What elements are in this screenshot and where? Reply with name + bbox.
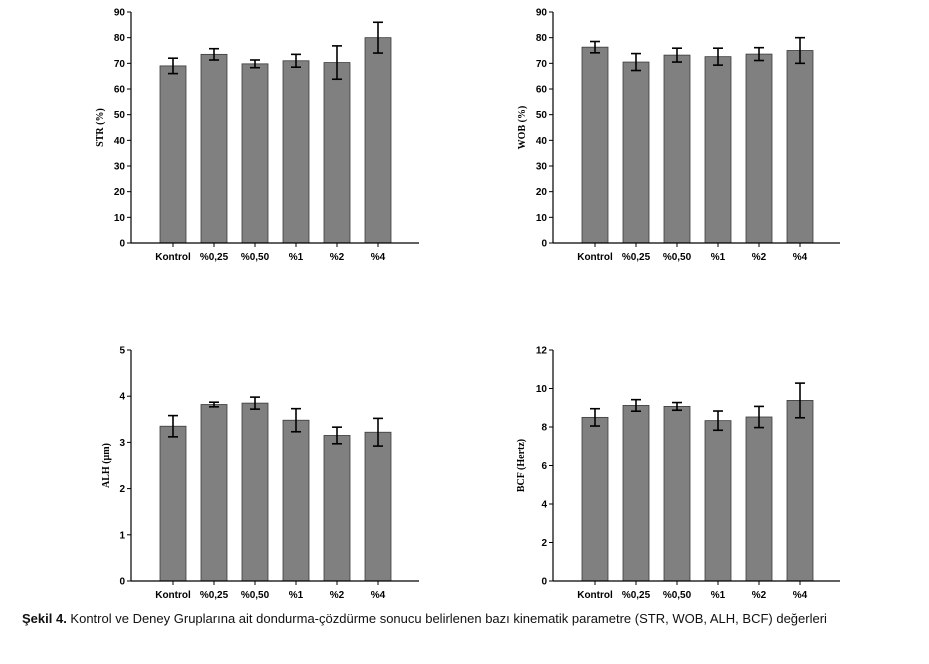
- x-tick-label: %1: [289, 252, 304, 263]
- y-tick-label: 90: [114, 8, 126, 19]
- bar: [200, 53, 228, 244]
- x-tick-label: %4: [371, 252, 386, 263]
- y-axis-title: ALH (µm): [101, 443, 112, 488]
- bar: [745, 416, 773, 582]
- x-tick-label: %0,50: [663, 252, 692, 263]
- x-tick-label: %0,50: [241, 252, 270, 263]
- x-tick-label: %0,25: [622, 590, 651, 601]
- bar: [663, 54, 691, 244]
- bar: [704, 56, 732, 244]
- bar: [241, 63, 269, 244]
- y-tick-label: 20: [536, 187, 548, 198]
- x-tick-label: Kontrol: [155, 590, 191, 601]
- bar: [159, 65, 187, 244]
- bar: [282, 419, 310, 582]
- bar: [745, 53, 773, 244]
- y-tick-label: 10: [536, 213, 548, 224]
- y-tick-label: 0: [119, 577, 125, 588]
- x-tick-label: %1: [711, 590, 726, 601]
- y-tick-label: 80: [536, 33, 548, 44]
- bar: [622, 61, 650, 244]
- bar: [786, 400, 814, 582]
- y-tick-label: 60: [114, 85, 126, 96]
- alh-chart: 0 1 2 3 4 5 Kontrol %0,25 %0,50 %1 %2 %4 ALH (µm): [101, 346, 419, 601]
- y-tick-label: 10: [114, 213, 126, 224]
- y-tick-label: 30: [114, 162, 126, 173]
- bar: [200, 404, 228, 582]
- y-axis-title: BCF (Hertz): [516, 439, 527, 492]
- x-tick-label: %4: [793, 252, 808, 263]
- y-tick-label: 0: [119, 239, 125, 250]
- bar: [364, 37, 392, 244]
- bar: [282, 60, 310, 244]
- x-tick-label: %2: [330, 252, 345, 263]
- y-tick-label: 2: [541, 538, 547, 549]
- bar: [323, 435, 351, 582]
- y-tick-label: 60: [536, 85, 548, 96]
- y-tick-label: 3: [119, 438, 125, 449]
- y-tick-label: 4: [541, 500, 547, 511]
- caption-text: Kontrol ve Deney Gruplarına ait dondurma…: [66, 611, 827, 626]
- y-tick-label: 50: [114, 110, 126, 121]
- bar: [323, 62, 351, 244]
- bar: [581, 46, 609, 244]
- y-tick-label: 5: [119, 346, 125, 357]
- x-tick-label: Kontrol: [155, 252, 191, 263]
- x-tick-label: Kontrol: [577, 252, 613, 263]
- bar: [241, 402, 269, 582]
- y-tick-label: 0: [541, 577, 547, 588]
- x-tick-label: %2: [752, 590, 767, 601]
- x-tick-label: %4: [371, 590, 386, 601]
- str-chart: 0 10 20 30 40 50 60 70 80 90 Kontrol %0,25 %0,50 %1 %2…: [95, 8, 419, 263]
- bar: [364, 431, 392, 582]
- x-tick-label: %1: [711, 252, 726, 263]
- caption-label: Şekil 4.: [22, 611, 67, 626]
- y-tick-label: 30: [536, 162, 548, 173]
- y-tick-label: 50: [536, 110, 548, 121]
- x-tick-label: %0,25: [200, 590, 229, 601]
- bcf-chart: 0 2 4 6 8 10 12 Kontrol %0,25 %0,50 %1 %2 %4 BCF (Her…: [516, 346, 840, 601]
- y-axis-title: STR (%): [95, 108, 106, 147]
- x-tick-label: %2: [752, 252, 767, 263]
- y-tick-label: 80: [114, 33, 126, 44]
- wob-chart: 0 10 20 30 40 50 60 70 80 90 Kontrol %0,25 %0,50 %1 %2…: [517, 8, 840, 263]
- y-tick-label: 20: [114, 187, 126, 198]
- x-tick-label: %0,25: [200, 252, 229, 263]
- y-tick-label: 8: [541, 423, 547, 434]
- y-tick-label: 2: [119, 484, 125, 495]
- x-tick-label: %1: [289, 590, 304, 601]
- y-tick-label: 90: [536, 8, 548, 19]
- x-tick-label: %0,50: [663, 590, 692, 601]
- y-tick-label: 10: [536, 384, 548, 395]
- bar: [704, 420, 732, 582]
- x-tick-label: Kontrol: [577, 590, 613, 601]
- y-tick-label: 40: [536, 136, 548, 147]
- bar: [622, 405, 650, 582]
- y-tick-label: 4: [119, 392, 125, 403]
- bar: [663, 406, 691, 582]
- y-tick-label: 6: [541, 461, 547, 472]
- x-tick-label: %4: [793, 590, 808, 601]
- x-tick-label: %0,50: [241, 590, 270, 601]
- y-tick-label: 1: [119, 530, 125, 541]
- y-axis-title: WOB (%): [517, 106, 528, 150]
- x-tick-label: %0,25: [622, 252, 651, 263]
- y-tick-label: 40: [114, 136, 126, 147]
- bar: [786, 50, 814, 244]
- bar: [581, 416, 609, 582]
- figure-caption: Şekil 4. Kontrol ve Deney Gruplarına ait…: [22, 611, 920, 627]
- x-tick-label: %2: [330, 590, 345, 601]
- y-tick-label: 70: [536, 59, 548, 70]
- y-tick-label: 70: [114, 59, 126, 70]
- y-tick-label: 12: [536, 346, 548, 357]
- bar: [159, 425, 187, 582]
- y-tick-label: 0: [541, 239, 547, 250]
